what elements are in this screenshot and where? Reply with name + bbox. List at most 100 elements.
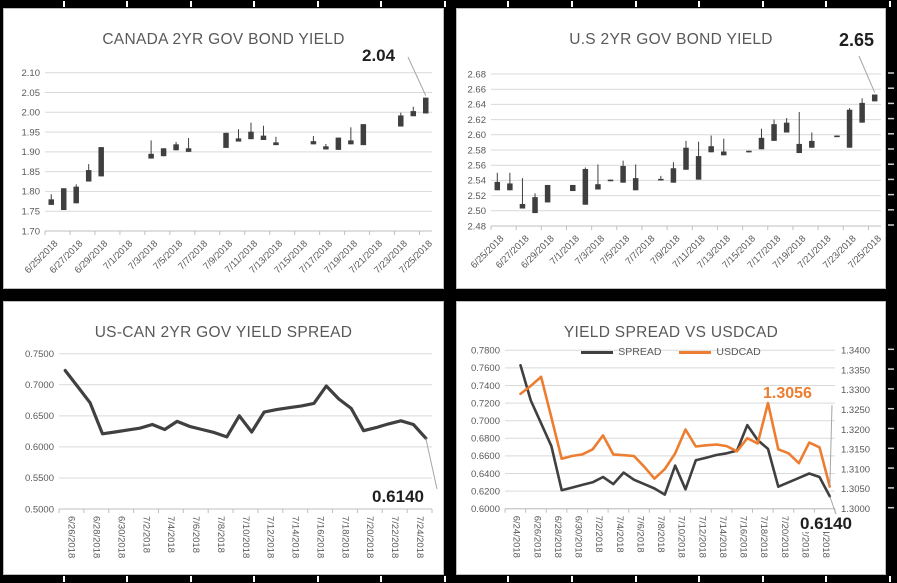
svg-text:2.66: 2.66 [468, 85, 487, 96]
svg-text:7/24/2018: 7/24/2018 [414, 516, 425, 558]
chart-title-spread: US-CAN 2YR GOV YIELD SPREAD [94, 324, 353, 341]
legend-item-spread: SPREAD [581, 346, 661, 358]
panel-us-can-yield-spread: US-CAN 2YR GOV YIELD SPREAD 0.7500 0.7000… [3, 301, 444, 575]
svg-text:7/8/2018: 7/8/2018 [215, 516, 226, 553]
svg-text:7/24/2018: 7/24/2018 [820, 516, 831, 558]
svg-text:0.7600: 0.7600 [471, 363, 500, 374]
svg-text:7/14/2018: 7/14/2018 [717, 516, 728, 558]
svg-text:7/2/2018: 7/2/2018 [593, 516, 604, 553]
svg-text:7/4/2018: 7/4/2018 [614, 516, 625, 553]
svg-text:7/14/2018: 7/14/2018 [290, 516, 301, 558]
annotation-us-last-close: 2.65 [839, 30, 875, 50]
svg-text:0.7000: 0.7000 [471, 416, 500, 427]
annotation-spread-last-value: 0.6140 [798, 514, 854, 533]
svg-text:0.6000: 0.6000 [471, 504, 500, 515]
svg-text:6/26/2018: 6/26/2018 [66, 516, 77, 558]
svg-text:6/28/2018: 6/28/2018 [91, 516, 102, 558]
svg-text:6/26/2018: 6/26/2018 [531, 516, 542, 558]
svg-text:1.95: 1.95 [22, 127, 41, 138]
chart-title-spread-vs-usdcad: YIELD SPREAD VS USDCAD [563, 324, 779, 341]
svg-text:7/2/2018: 7/2/2018 [140, 516, 151, 553]
svg-text:6/30/2018: 6/30/2018 [573, 516, 584, 558]
chart-title-canada: CANADA 2YR GOV BOND YIELD [102, 31, 345, 48]
chart-title-us: U.S 2YR GOV BOND YIELD [569, 31, 773, 48]
svg-text:0.5000: 0.5000 [25, 504, 54, 515]
svg-text:2.60: 2.60 [468, 130, 487, 141]
usdcad-line-swatch [679, 350, 712, 354]
svg-text:1.3200: 1.3200 [841, 425, 870, 436]
panel-us-2yr-bond-yield: U.S 2YR GOV BOND YIELD 2.68 2.66 2.64 2.62 2… [456, 8, 886, 289]
svg-text:2.54: 2.54 [468, 176, 487, 187]
us-candlestick-plot: 2.68 2.66 2.64 2.62 2.60 2.58 2.56 2.54 2.52 2.50… [468, 55, 884, 271]
svg-text:2.64: 2.64 [468, 100, 487, 111]
annotation-spread-last-value: 0.6140 [372, 487, 424, 506]
svg-text:0.7800: 0.7800 [471, 346, 500, 357]
svg-text:2.56: 2.56 [468, 161, 487, 172]
svg-text:7/4/2018: 7/4/2018 [165, 516, 176, 553]
svg-text:1.70: 1.70 [22, 226, 41, 237]
svg-text:2.48: 2.48 [468, 221, 487, 232]
legend-label-usdcad: USDCAD [716, 346, 761, 358]
annotation-usdcad-last-value: 1.3056 [763, 385, 812, 402]
svg-text:1.80: 1.80 [22, 187, 41, 198]
svg-text:7/22/2018: 7/22/2018 [799, 516, 810, 558]
svg-text:6/28/2018: 6/28/2018 [552, 516, 563, 558]
canada-candlestick-plot: 2.102.052.001.951.901.851.801.751.706/25… [22, 56, 435, 276]
svg-text:0.6800: 0.6800 [471, 434, 500, 445]
svg-text:6/30/2018: 6/30/2018 [115, 516, 126, 558]
svg-text:2.52: 2.52 [468, 191, 487, 202]
svg-text:7/12/2018: 7/12/2018 [265, 516, 276, 558]
svg-text:2.05: 2.05 [22, 88, 41, 99]
svg-text:1.3050: 1.3050 [841, 484, 870, 495]
svg-text:0.7400: 0.7400 [471, 381, 500, 392]
svg-text:1.3300: 1.3300 [841, 385, 870, 396]
svg-text:0.7200: 0.7200 [471, 398, 500, 409]
svg-text:1.3000: 1.3000 [841, 504, 870, 515]
svg-text:7/18/2018: 7/18/2018 [339, 516, 350, 558]
svg-text:6/24/2018: 6/24/2018 [511, 516, 522, 558]
svg-text:1.3100: 1.3100 [841, 464, 870, 475]
svg-text:7/20/2018: 7/20/2018 [364, 516, 375, 558]
svg-text:0.6600: 0.6600 [471, 451, 500, 462]
svg-text:7/10/2018: 7/10/2018 [676, 516, 687, 558]
svg-text:7/6/2018: 7/6/2018 [634, 516, 645, 553]
svg-text:0.6000: 0.6000 [25, 442, 54, 453]
legend-item-usdcad: USDCAD [679, 346, 761, 358]
legend-label-spread: SPREAD [618, 346, 662, 358]
svg-text:0.6500: 0.6500 [25, 411, 54, 422]
panel-spread-vs-usdcad: YIELD SPREAD VS USDCAD SPREAD USDCAD 0.7… [456, 301, 886, 575]
svg-text:2.68: 2.68 [468, 69, 487, 80]
svg-text:7/6/2018: 7/6/2018 [190, 516, 201, 553]
svg-text:2.00: 2.00 [22, 108, 41, 119]
spread-line-plot: 0.7500 0.7000 0.6500 0.6000 0.5500 0.5000 6/26… [25, 349, 438, 558]
legend: SPREAD USDCAD [457, 346, 885, 358]
svg-text:1.3350: 1.3350 [841, 365, 870, 376]
svg-text:7/12/2018: 7/12/2018 [696, 516, 707, 558]
svg-text:1.90: 1.90 [22, 147, 41, 158]
svg-text:0.5500: 0.5500 [25, 473, 54, 484]
svg-text:2.10: 2.10 [22, 68, 41, 79]
svg-text:7/8/2018: 7/8/2018 [655, 516, 666, 553]
svg-text:0.6400: 0.6400 [471, 469, 500, 480]
svg-text:7/16/2018: 7/16/2018 [738, 516, 749, 558]
panel-canada-2yr-bond-yield: CANADA 2YR GOV BOND YIELD 2.10 2.05 2.00 1.… [3, 8, 444, 289]
svg-text:0.6200: 0.6200 [471, 486, 500, 497]
svg-text:2.58: 2.58 [468, 145, 487, 156]
svg-text:2.50: 2.50 [468, 206, 487, 217]
svg-text:0.7000: 0.7000 [25, 380, 54, 391]
svg-text:7/20/2018: 7/20/2018 [779, 516, 790, 558]
svg-text:7/22/2018: 7/22/2018 [389, 516, 400, 558]
spread-line-swatch [581, 350, 614, 354]
svg-text:1.3150: 1.3150 [841, 445, 870, 456]
spread-usdcad-line-plot: 0.7800 0.7600 0.7400 0.7200 0.7000 0.6800 0.66… [471, 346, 870, 558]
annotation-canada-last-close: 2.04 [362, 46, 396, 65]
svg-text:1.75: 1.75 [22, 207, 41, 218]
svg-text:1.3250: 1.3250 [841, 405, 870, 416]
svg-text:7/10/2018: 7/10/2018 [240, 516, 251, 558]
svg-text:0.7500: 0.7500 [25, 349, 54, 360]
svg-text:7/16/2018: 7/16/2018 [314, 516, 325, 558]
svg-text:7/18/2018: 7/18/2018 [758, 516, 769, 558]
svg-text:2.62: 2.62 [468, 115, 487, 126]
